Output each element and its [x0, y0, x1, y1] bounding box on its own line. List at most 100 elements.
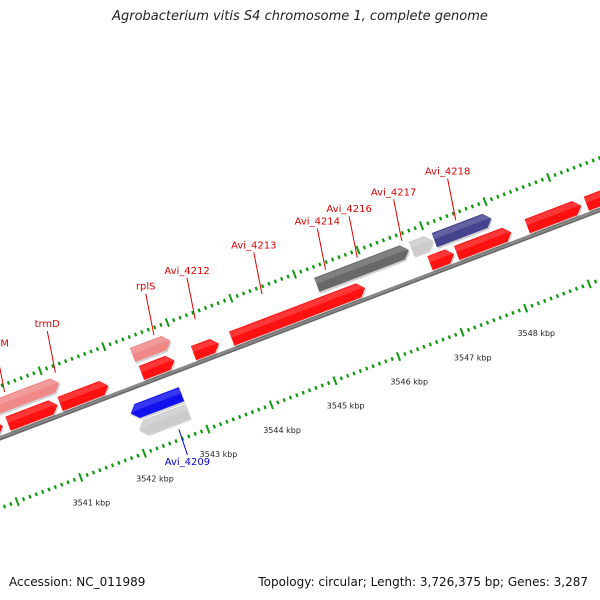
forward-tick-3543.2: [178, 315, 182, 320]
gene-label-rpls[interactable]: rplS: [136, 282, 156, 336]
forward-tick-3543.0: [164, 317, 170, 328]
forward-tick-3546.7: [400, 230, 405, 236]
forward-tick-3548.0: [482, 197, 488, 207]
forward-tick-3545.2: [305, 267, 309, 272]
reverse-tick-3541.1: [85, 472, 89, 478]
reverse-tick-3545.3: [352, 371, 356, 376]
forward-tick-3547.8: [470, 204, 475, 209]
gene-arrow-reverse-16[interactable]: [138, 403, 192, 436]
reverse-tick-3545.2: [346, 373, 350, 378]
reverse-tick-3543.7: [250, 410, 255, 415]
map-title: Agrobacterium vitis S4 chromosome 1, com…: [112, 9, 488, 24]
gene-label-avi-4216[interactable]: Avi_4216: [326, 204, 372, 258]
forward-tick-3544.9: [286, 274, 290, 279]
forward-tick-3545.6: [330, 257, 335, 262]
gene-arrow-forward-11[interactable]: [427, 249, 456, 273]
reverse-tick-3541.0: [78, 472, 84, 482]
forward-tick-3547.5: [451, 211, 455, 216]
gene-label-rimm[interactable]: rimM: [0, 338, 9, 393]
gene-arrow-forward-12[interactable]: [453, 227, 513, 262]
scale-label-3546: 3546 kbp: [390, 378, 428, 387]
reverse-tick-3540.0: [14, 497, 20, 507]
reverse-tick-3545.8: [384, 359, 388, 364]
forward-tick-3546.8: [407, 228, 411, 233]
forward-tick-3545.7: [337, 255, 341, 260]
scale-label-3547: 3547 kbp: [454, 353, 492, 362]
gene-label-avi-4217[interactable]: Avi_4217: [371, 187, 416, 241]
reverse-tick-3541.5: [110, 463, 115, 468]
reverse-tick-3544.0: [268, 400, 274, 410]
gene-arrow-forward-5[interactable]: [0, 421, 5, 450]
gene-label-avi-4209[interactable]: Avi_4209: [165, 429, 210, 468]
gene-arrow-forward-9[interactable]: [190, 338, 221, 362]
reverse-tick-3541.9: [136, 453, 140, 458]
gene-label-avi-4213[interactable]: Avi_4213: [231, 240, 276, 295]
reverse-tick-3545.6: [371, 364, 375, 369]
reverse-tick-3547.2: [473, 325, 477, 330]
forward-tick-3542.7: [146, 327, 150, 332]
gene-arrow-forward-10[interactable]: [229, 283, 367, 348]
forward-tick-3548.9: [540, 177, 544, 182]
reverse-tick-3547.1: [466, 327, 471, 332]
forward-tick-3548.7: [527, 182, 532, 187]
gene-label-trmd[interactable]: trmD: [35, 319, 61, 373]
forward-tick-3548.2: [496, 194, 500, 199]
gene-arrow-forward-1[interactable]: [129, 336, 172, 364]
forward-tick-3548.6: [521, 185, 525, 190]
reverse-tick-3543.6: [244, 412, 248, 417]
backbone-layer: [0, 207, 600, 441]
gene-label-avi-4218[interactable]: Avi_4218: [425, 167, 470, 221]
reverse-tick-3547.3: [479, 322, 483, 328]
forward-tick-3547.1: [426, 221, 430, 226]
reverse-tick-3542.4: [168, 441, 172, 446]
forward-tick-3541.0: [37, 366, 43, 376]
forward-tick-3544.7: [273, 279, 278, 284]
gene-arrow-forward-0[interactable]: [0, 378, 61, 430]
svg-text:Avi_4209: Avi_4209: [165, 457, 210, 468]
reverse-tick-3548.0: [523, 303, 529, 313]
reverse-tick-3539.9: [9, 501, 13, 507]
gene-arrow-forward-13[interactable]: [524, 201, 583, 236]
forward-tick-3549.2: [559, 170, 564, 175]
forward-tick-3541.2: [51, 363, 55, 369]
forward-tick-3549.6: [585, 160, 589, 165]
forward-tick-3541.4: [63, 359, 68, 364]
svg-text:Avi_4213: Avi_4213: [231, 240, 276, 251]
reverse-tick-3542.0: [141, 448, 147, 458]
forward-tick-3542.6: [140, 330, 144, 335]
gene-arrow-forward-4[interactable]: [431, 213, 493, 249]
reverse-tick-3544.5: [301, 390, 305, 395]
forward-tick-3545.4: [318, 262, 322, 267]
gene-arrow-reverse-15[interactable]: [130, 387, 186, 420]
forward-tick-3544.3: [248, 288, 252, 294]
forward-tick-3545.5: [324, 259, 328, 265]
forward-tick-3542.1: [108, 342, 112, 347]
gene-label-avi-4214[interactable]: Avi_4214: [295, 216, 340, 270]
gene-arrow-forward-6[interactable]: [5, 400, 59, 433]
reverse-tick-3549.1: [593, 279, 598, 284]
reverse-tick-3548.3: [543, 298, 547, 303]
reverse-tick-3542.1: [148, 448, 153, 453]
svg-text:trmD: trmD: [35, 319, 61, 330]
gene-arrow-forward-8[interactable]: [138, 355, 176, 382]
forward-tick-3540.9: [32, 371, 36, 376]
forward-tick-3545.0: [291, 269, 297, 279]
gene-arrow-forward-3[interactable]: [408, 236, 435, 258]
gene-arrow-forward-14[interactable]: [583, 177, 600, 213]
forward-tick-3546.6: [394, 233, 398, 238]
svg-text:Avi_4218: Avi_4218: [425, 167, 470, 178]
reverse-tick-3548.1: [530, 303, 534, 308]
reverse-tick-3542.7: [187, 434, 191, 439]
forward-tick-3547.9: [477, 201, 481, 207]
forward-tick-3549.3: [566, 168, 570, 173]
gene-arrow-forward-7[interactable]: [57, 381, 110, 413]
reverse-tick-3547.0: [459, 327, 465, 337]
gene-label-avi-4212[interactable]: Avi_4212: [164, 266, 210, 320]
scale-label-3548: 3548 kbp: [517, 329, 555, 338]
reverse-tick-3544.3: [288, 395, 293, 400]
forward-tick-3545.9: [349, 250, 354, 255]
gene-arrow-forward-2[interactable]: [314, 245, 411, 294]
reverse-tick-3548.8: [574, 286, 579, 291]
reverse-tick-3546.2: [409, 349, 413, 354]
